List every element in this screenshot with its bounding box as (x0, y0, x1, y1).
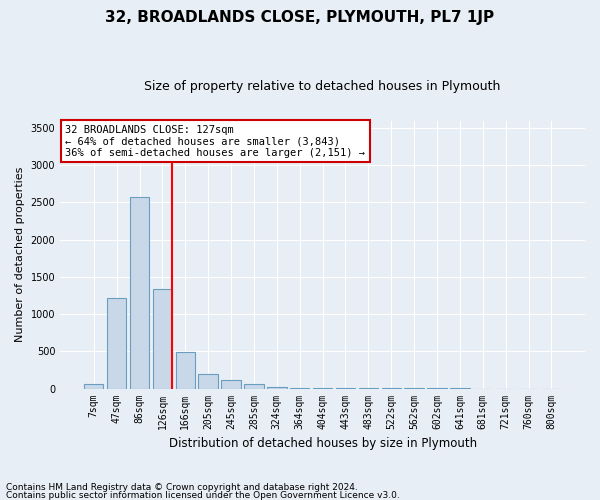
Bar (199, 374, 218, 388)
Bar (152, 289, 172, 388)
Text: 32 BROADLANDS CLOSE: 127sqm
← 64% of detached houses are smaller (3,843)
36% of : 32 BROADLANDS CLOSE: 127sqm ← 64% of det… (65, 124, 365, 158)
Bar (221, 380, 241, 388)
Bar (130, 197, 149, 388)
Bar (107, 298, 127, 388)
Text: Contains HM Land Registry data © Crown copyright and database right 2024.: Contains HM Land Registry data © Crown c… (6, 484, 358, 492)
Text: Contains public sector information licensed under the Open Government Licence v3: Contains public sector information licen… (6, 490, 400, 500)
X-axis label: Distribution of detached houses by size in Plymouth: Distribution of detached houses by size … (169, 437, 476, 450)
Bar (244, 384, 263, 388)
Title: Size of property relative to detached houses in Plymouth: Size of property relative to detached ho… (145, 80, 501, 93)
Bar (176, 352, 195, 389)
Bar (84, 384, 103, 388)
Y-axis label: Number of detached properties: Number of detached properties (15, 167, 25, 342)
Text: 32, BROADLANDS CLOSE, PLYMOUTH, PL7 1JP: 32, BROADLANDS CLOSE, PLYMOUTH, PL7 1JP (106, 10, 494, 25)
Bar (267, 386, 287, 388)
